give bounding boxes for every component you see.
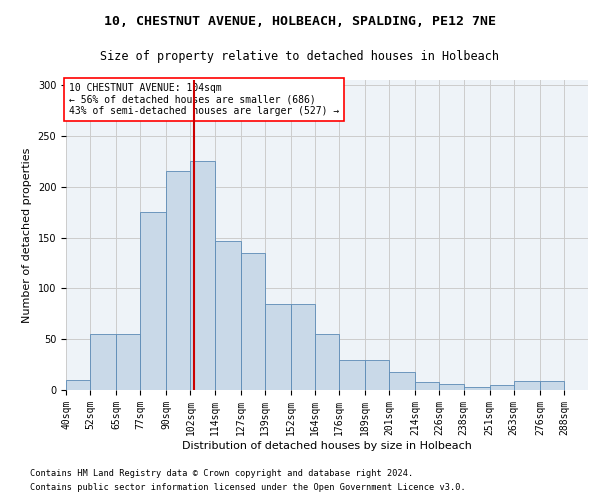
- Bar: [389, 372, 415, 390]
- Text: 10, CHESTNUT AVENUE, HOLBEACH, SPALDING, PE12 7NE: 10, CHESTNUT AVENUE, HOLBEACH, SPALDING,…: [104, 15, 496, 28]
- Bar: [514, 381, 540, 390]
- Text: 10 CHESTNUT AVENUE: 104sqm
← 56% of detached houses are smaller (686)
43% of sem: 10 CHESTNUT AVENUE: 104sqm ← 56% of deta…: [68, 83, 339, 116]
- Bar: [291, 304, 315, 390]
- Text: Size of property relative to detached houses in Holbeach: Size of property relative to detached ho…: [101, 50, 499, 63]
- Bar: [140, 212, 166, 390]
- Bar: [116, 334, 140, 390]
- Bar: [365, 360, 389, 390]
- Bar: [339, 360, 365, 390]
- Bar: [540, 381, 564, 390]
- Y-axis label: Number of detached properties: Number of detached properties: [22, 148, 32, 322]
- Text: Contains HM Land Registry data © Crown copyright and database right 2024.: Contains HM Land Registry data © Crown c…: [30, 468, 413, 477]
- Bar: [315, 334, 339, 390]
- Bar: [464, 387, 490, 390]
- Bar: [166, 172, 190, 390]
- Bar: [190, 162, 215, 390]
- Bar: [66, 380, 90, 390]
- Bar: [90, 334, 116, 390]
- Bar: [215, 240, 241, 390]
- Text: Contains public sector information licensed under the Open Government Licence v3: Contains public sector information licen…: [30, 484, 466, 492]
- Bar: [241, 253, 265, 390]
- X-axis label: Distribution of detached houses by size in Holbeach: Distribution of detached houses by size …: [182, 440, 472, 450]
- Bar: [415, 382, 439, 390]
- Bar: [265, 304, 291, 390]
- Bar: [439, 384, 464, 390]
- Bar: [490, 385, 514, 390]
